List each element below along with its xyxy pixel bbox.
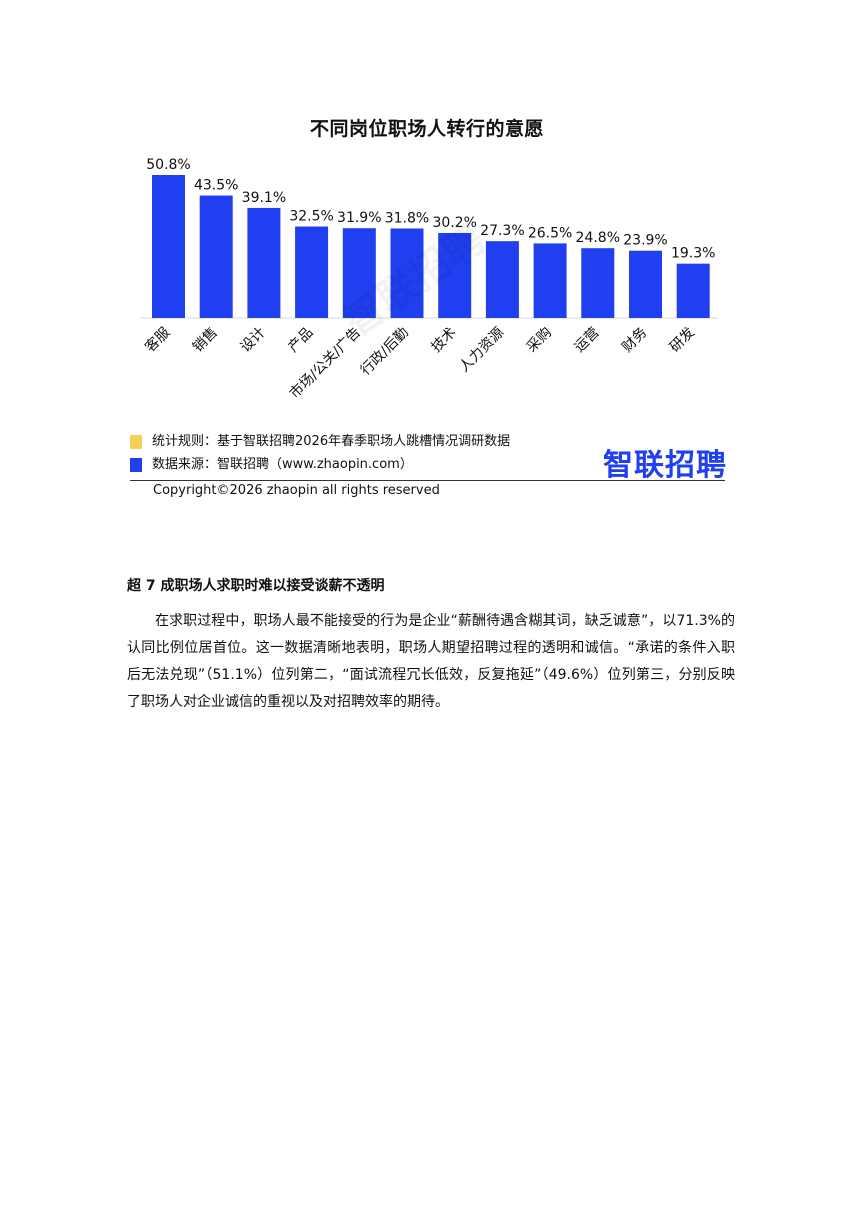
bar [438, 232, 472, 318]
legend-rule-text: 统计规则：基于智联招聘2026年春季职场人跳槽情况调研数据 [152, 434, 511, 449]
bar [199, 195, 233, 318]
category-label: 客服 [142, 324, 174, 356]
data-label: 31.8% [385, 210, 429, 226]
category-label: 销售 [190, 325, 221, 356]
category-label: 研发 [667, 325, 698, 356]
data-label: 32.5% [289, 209, 333, 225]
data-label: 43.5% [194, 178, 238, 194]
category-label: 产品 [285, 325, 316, 356]
bar [342, 228, 376, 318]
data-label: 24.8% [576, 230, 620, 246]
data-label: 26.5% [528, 225, 572, 241]
category-label: 运营 [572, 325, 603, 356]
bar [247, 207, 281, 318]
body-paragraph: 在求职过程中，职场人最不能接受的行为是企业“薪酬待遇含糊其词，缺乏诚意”，以71… [127, 613, 735, 710]
data-label: 27.3% [480, 223, 524, 239]
data-label: 50.8% [146, 157, 190, 173]
copyright: Copyright©2026 zhaopin all rights reserv… [153, 483, 440, 498]
bar [533, 243, 567, 318]
bar [485, 241, 519, 318]
bar-chart: 50.8%客服43.5%销售39.1%设计32.5%产品31.9%市场/公关/广… [140, 157, 718, 402]
legend-swatch-source [130, 458, 142, 472]
data-label: 19.3% [671, 246, 715, 262]
category-label: 财务 [619, 325, 650, 356]
zhaopin-logo: 智联招聘 [603, 448, 727, 483]
divider [130, 480, 725, 481]
bar [629, 250, 662, 318]
legend-source-text: 数据来源：智联招聘（www.zhaopin.com） [152, 457, 413, 472]
data-label: 30.2% [432, 215, 476, 231]
data-label: 39.1% [242, 190, 286, 206]
data-label: 23.9% [623, 233, 667, 249]
section-heading: 超 7 成职场人求职时难以接受谈薪不透明 [127, 578, 385, 594]
data-label: 31.9% [337, 210, 381, 226]
bar [390, 228, 424, 318]
legend-swatch-rule [130, 435, 142, 449]
category-label: 人力资源 [456, 325, 507, 376]
bar [676, 263, 710, 318]
bar [295, 226, 329, 318]
category-label: 采购 [524, 325, 555, 356]
bar [152, 175, 185, 318]
bar [581, 248, 615, 318]
category-label: 设计 [238, 325, 269, 356]
chart-title: 不同岗位职场人转行的意愿 [309, 118, 544, 140]
category-label: 技术 [428, 325, 459, 356]
